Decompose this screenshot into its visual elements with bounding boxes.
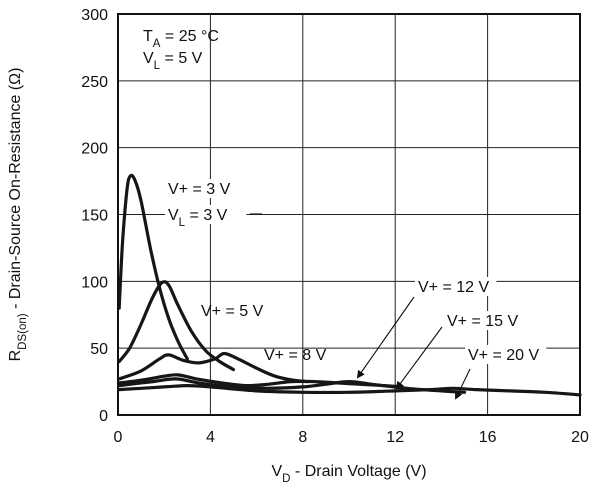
test-conditions: TA = 25 °CVL = 5 V [143,28,219,72]
condition-text: VL = 5 V [143,50,203,72]
label-layer: V+ = 3 V VL = 3 V V+ = 5 V V+ = 8 V V+ = 12 … [165,179,547,364]
series-vplus-15v-label-bg [444,311,526,330]
x-tick-label: 0 [114,429,123,446]
y-tick-label: 50 [90,341,108,358]
series-vplus-3v-label: V+ = 3 V [168,181,231,198]
plot-frame [117,13,581,416]
y-tick-label: 300 [81,7,108,24]
y-axis-title: RDS(on) - Drain-Source On-Resistance (Ω) [7,68,29,362]
series-vplus-5v-label: V+ = 5 V [201,303,264,320]
y-tick-label: 100 [81,274,108,291]
y-tick-label: 0 [99,408,108,425]
leader-layer [250,213,471,400]
x-tick-label: 8 [298,429,307,446]
series-vplus-20v-label-bg [465,345,547,364]
series-vplus-12v-leader [356,296,415,379]
series-vplus-20v-leader [455,368,471,400]
series-vplus-8v-curve [117,351,309,384]
x-tick-label: 12 [386,429,404,446]
series-vplus-8v-label: V+ = 8 V [264,347,327,364]
curve-layer [117,173,582,397]
series-vplus-15v-curve [117,377,467,394]
series-vplus-20v-curve [117,384,582,397]
series-vplus-3v-label-bg [165,179,238,198]
series-vplus-12v-label-bg [415,277,497,296]
y-tick-label: 250 [81,74,108,91]
series-vplus-12v-label: V+ = 12 V [418,279,489,296]
series-vplus-20v-label: V+ = 20 V [468,347,539,364]
y-tick-label: 200 [81,141,108,158]
series-vplus-3v-label-bg [165,205,247,224]
series-vplus-3v-curve [117,173,189,361]
x-tick-label: 20 [571,429,589,446]
x-tick-label: 16 [479,429,497,446]
series-vplus-5v-curve [117,280,236,372]
series-vplus-15v-leader [395,326,443,390]
series-vplus-15v-label: V+ = 15 V [447,313,518,330]
x-axis-title: VD - Drain Voltage (V) [271,463,426,485]
condition-text: TA = 25 °C [143,28,219,50]
y-tick-label: 150 [81,208,108,225]
series-vplus-3v-label: VL = 3 V [168,207,228,229]
x-tick-label: 4 [206,429,215,446]
series-vplus-12v-curve [117,373,404,389]
